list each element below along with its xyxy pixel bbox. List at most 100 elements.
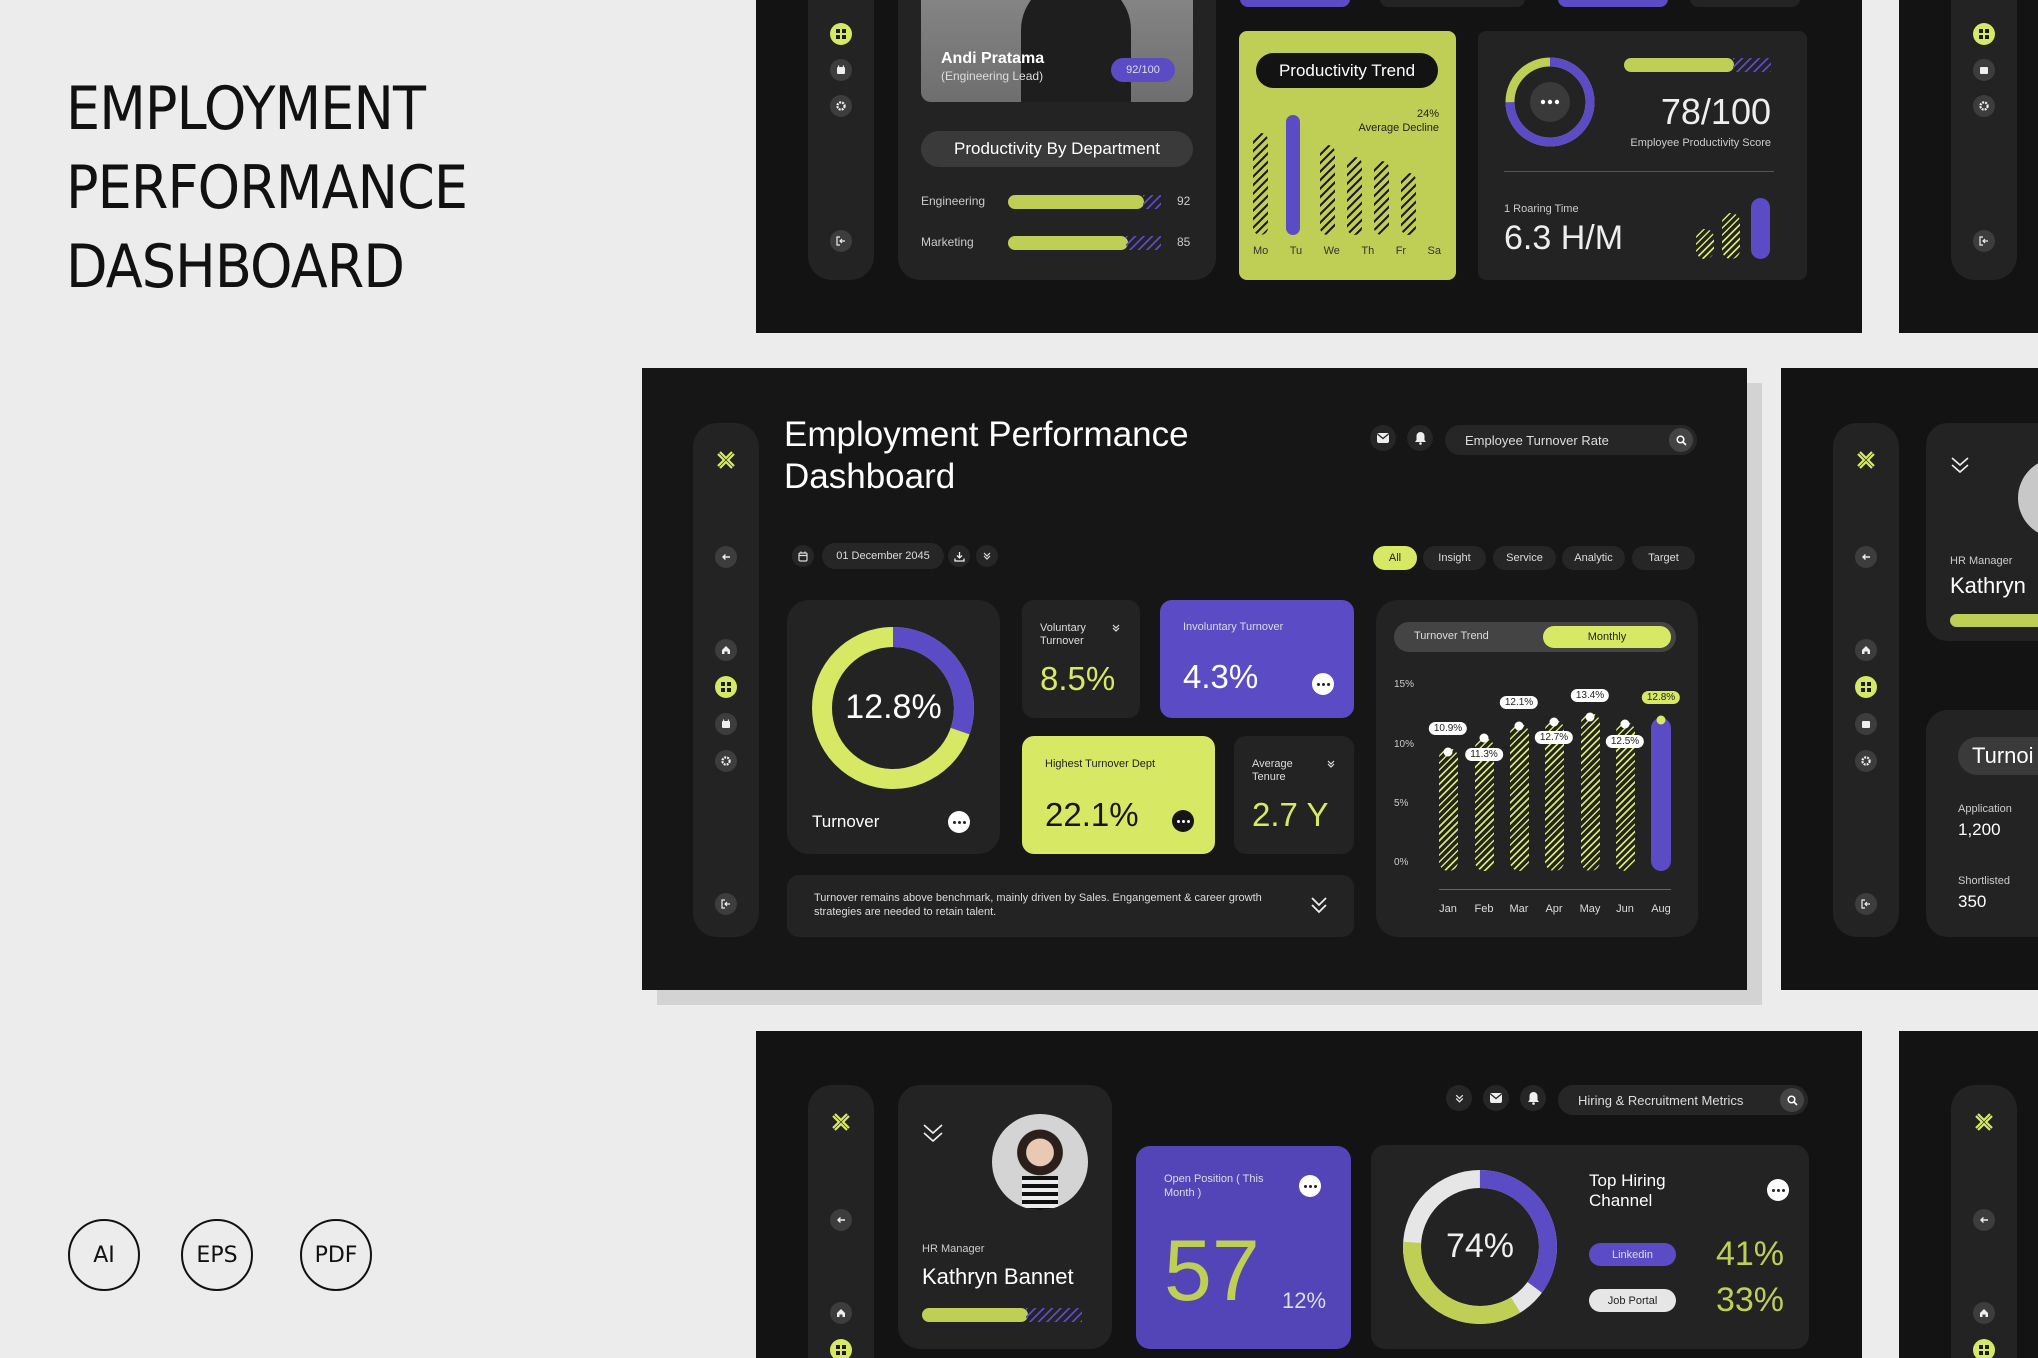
- hero-title-line: DASHBOARD: [66, 232, 405, 302]
- date-picker[interactable]: 01 December 2045: [822, 543, 944, 569]
- open-position-card: Open Position ( This Month ) 57 12%: [1136, 1146, 1351, 1349]
- filter-chip-analytic[interactable]: Analytic: [1562, 546, 1625, 570]
- day-label: Fr: [1395, 245, 1407, 257]
- search-input[interactable]: Hiring & Recruitment Metrics: [1578, 1093, 1744, 1108]
- home-icon: [1980, 1309, 1988, 1317]
- trend-toggle[interactable]: Turnover Trend Monthly: [1394, 622, 1676, 652]
- search-field[interactable]: Hiring & Recruitment Metrics: [1558, 1085, 1808, 1115]
- trend-toggle-left[interactable]: Turnover Trend: [1414, 630, 1489, 642]
- average-tenure-card: Average Tenure 2.7 Y: [1234, 736, 1354, 854]
- score-ring-chart: [1505, 57, 1595, 147]
- calendar-icon: [1980, 67, 1988, 74]
- nav-settings-button[interactable]: [715, 750, 737, 772]
- logout-button[interactable]: [1855, 893, 1877, 915]
- nav-calendar-button[interactable]: [1855, 713, 1877, 735]
- chevron-double-down-icon[interactable]: [1950, 456, 1970, 474]
- logo-icon: [1975, 1113, 1993, 1131]
- notifications-button[interactable]: [1407, 425, 1433, 451]
- mail-button[interactable]: [1483, 1085, 1509, 1111]
- back-button[interactable]: [1855, 546, 1877, 568]
- home-icon: [837, 1309, 845, 1317]
- open-position-value: 57: [1164, 1223, 1260, 1319]
- nav-settings-button[interactable]: [1973, 95, 1995, 117]
- nav-calendar-button[interactable]: [830, 59, 852, 81]
- title-line: Channel: [1589, 1191, 1653, 1210]
- expand-button[interactable]: [1446, 1085, 1472, 1111]
- search-icon: [1786, 1094, 1798, 1106]
- decline-label: Average Decline: [1358, 122, 1439, 134]
- chevron-double-down-icon[interactable]: [1310, 895, 1328, 915]
- chevron-double-down-icon[interactable]: [1326, 759, 1336, 769]
- chart-bar: [1439, 748, 1458, 871]
- filter-chip-service[interactable]: Service: [1493, 546, 1556, 570]
- nav-calendar-button[interactable]: [1973, 59, 1995, 81]
- back-button[interactable]: [1973, 1209, 1995, 1231]
- sidebar-rail: [808, 0, 874, 280]
- stat-label: Application: [1958, 803, 2012, 815]
- search-field[interactable]: Employee Turnover Rate: [1445, 425, 1697, 455]
- data-point: [1514, 721, 1524, 731]
- mail-button[interactable]: [1370, 425, 1396, 451]
- voluntary-value: 8.5%: [1040, 660, 1116, 697]
- calendar-button[interactable]: [792, 545, 814, 567]
- page-title: Employment Performance Dashboard: [784, 414, 1189, 498]
- nav-dashboard-button[interactable]: [1973, 23, 1995, 45]
- score-value: 78/100: [1660, 91, 1771, 132]
- filter-chip-insight[interactable]: Insight: [1423, 546, 1486, 570]
- mail-icon: [1490, 1093, 1502, 1103]
- notifications-button[interactable]: [1520, 1085, 1546, 1111]
- insight-text: Turnover remains above benchmark, mainly…: [814, 892, 1262, 918]
- logout-button[interactable]: [830, 230, 852, 252]
- tenure-label: Average Tenure: [1252, 758, 1293, 784]
- nav-home-button[interactable]: [1973, 1302, 1995, 1324]
- expand-button[interactable]: [976, 545, 998, 567]
- back-button[interactable]: [830, 1209, 852, 1231]
- filter-chip-target[interactable]: Target: [1632, 546, 1695, 570]
- value-label: 11.3%: [1465, 748, 1503, 761]
- nav-settings-button[interactable]: [830, 95, 852, 117]
- sidebar-rail: [808, 1085, 874, 1358]
- grid-icon: [1979, 29, 1989, 39]
- nav-dashboard-button[interactable]: [830, 23, 852, 45]
- involuntary-more-button[interactable]: [1312, 673, 1334, 695]
- nav-dashboard-button[interactable]: [1973, 1339, 1995, 1358]
- nav-home-button[interactable]: [715, 639, 737, 661]
- chevron-double-down-icon[interactable]: [922, 1122, 944, 1144]
- channel-value: 41%: [1715, 1235, 1784, 1273]
- search-button[interactable]: [1780, 1088, 1804, 1112]
- hiring-more-button[interactable]: [1767, 1179, 1789, 1201]
- nav-settings-button[interactable]: [1855, 750, 1877, 772]
- nav-dashboard-button[interactable]: [715, 676, 737, 698]
- nav-dashboard-button[interactable]: [1855, 676, 1877, 698]
- nav-home-button[interactable]: [1855, 639, 1877, 661]
- trend-bar: [1374, 161, 1389, 235]
- roaring-time-label: 1 Roaring Time: [1504, 203, 1579, 215]
- nav-home-button[interactable]: [830, 1302, 852, 1324]
- trend-toggle-monthly[interactable]: Monthly: [1543, 626, 1671, 648]
- logout-button[interactable]: [715, 893, 737, 915]
- logout-button[interactable]: [1973, 230, 1995, 252]
- productivity-score-card: 78/100 Employee Productivity Score 1 Roa…: [1478, 31, 1807, 280]
- bell-icon: [1414, 432, 1426, 445]
- download-button[interactable]: [948, 545, 970, 567]
- hr-manager-card: HR Manager Kathryn: [1926, 423, 2038, 641]
- label-line: Tenure: [1252, 771, 1286, 783]
- search-input[interactable]: Employee Turnover Rate: [1465, 433, 1609, 448]
- avatar: [2018, 458, 2038, 538]
- open-position-more-button[interactable]: [1299, 1175, 1321, 1197]
- back-button[interactable]: [715, 546, 737, 568]
- sidebar-rail: [1951, 0, 2017, 280]
- filter-chip-all[interactable]: All: [1373, 546, 1417, 570]
- day-label: Th: [1361, 245, 1375, 257]
- value-label: 12.7%: [1534, 731, 1574, 744]
- arrow-left-icon: [722, 554, 730, 560]
- search-button[interactable]: [1669, 428, 1693, 452]
- chevron-double-down-icon[interactable]: [1111, 623, 1121, 633]
- nav-calendar-button[interactable]: [715, 713, 737, 735]
- highest-dept-more-button[interactable]: [1172, 810, 1194, 832]
- turnover-more-button[interactable]: [948, 811, 970, 833]
- turnover-trend-chart-card: Turnover Trend Monthly 15% 10% 5% 0% 10.…: [1376, 600, 1698, 937]
- nav-dashboard-button[interactable]: [830, 1339, 852, 1358]
- roaring-time-value: 6.3 H/M: [1504, 219, 1624, 257]
- format-badge-ai: AI: [68, 1219, 140, 1291]
